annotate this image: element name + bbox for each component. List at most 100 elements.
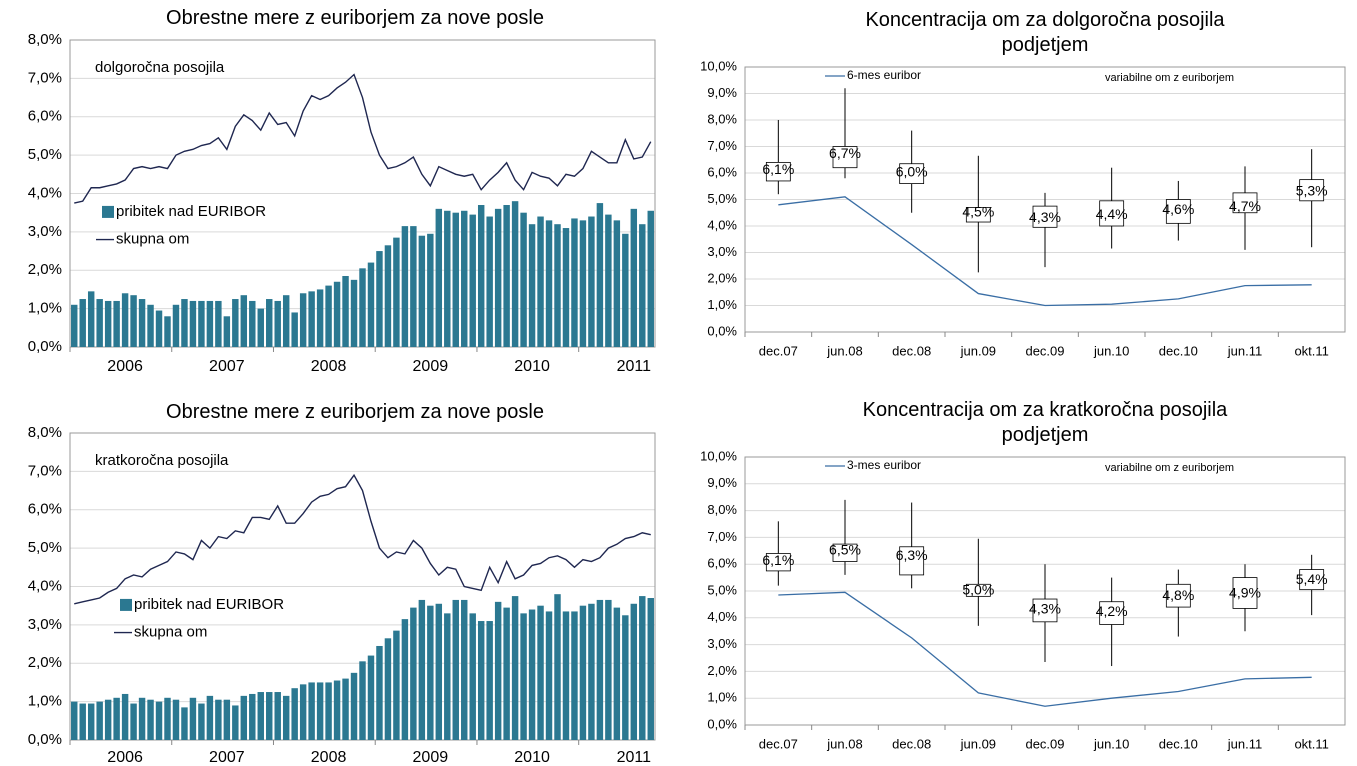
y-tick-label: 2,0% (28, 261, 62, 278)
x-tick-label: dec.09 (1025, 343, 1064, 358)
bar (147, 699, 154, 740)
bar (257, 692, 264, 740)
annotation: dolgoročna posojila (95, 59, 225, 76)
bar (206, 695, 214, 740)
value-label: 4,7% (1229, 198, 1261, 214)
x-tick-label: jun.10 (1093, 343, 1129, 358)
x-tick-label: jun.10 (1093, 736, 1129, 751)
box (965, 583, 991, 597)
bar (639, 224, 646, 347)
value-label: 4,4% (1096, 206, 1128, 222)
bar (605, 599, 612, 740)
y-tick-label: 4,0% (28, 577, 62, 594)
y-tick-label: 0,0% (28, 731, 62, 748)
bar (299, 684, 307, 740)
bar (461, 599, 468, 740)
bar (240, 695, 248, 740)
bar (427, 233, 434, 347)
box (1099, 200, 1125, 227)
y-tick-label: 3,0% (28, 616, 62, 633)
bar (333, 281, 341, 347)
x-tick-label: 2006 (107, 358, 143, 375)
bar (367, 655, 375, 740)
x-tick-label: 2009 (413, 749, 449, 766)
box (1232, 577, 1258, 609)
value-label: 5,0% (962, 582, 994, 598)
y-tick-label: 3,0% (707, 636, 737, 651)
bar (469, 613, 476, 740)
bar (647, 598, 654, 740)
bar (223, 699, 231, 740)
y-tick-label: 2,0% (707, 663, 737, 678)
bar (511, 201, 519, 347)
box (1099, 601, 1125, 625)
bar (596, 599, 604, 740)
box (899, 546, 925, 576)
bar (274, 300, 281, 347)
annotation: variabilne om z euriborjem (1105, 72, 1234, 84)
x-tick-label: 2008 (311, 358, 347, 375)
box (832, 146, 858, 169)
y-tick-label: 6,0% (28, 501, 62, 518)
bar (503, 205, 510, 347)
bar (622, 233, 629, 347)
bar (350, 672, 358, 740)
box (832, 543, 858, 562)
x-tick-label: dec.10 (1159, 343, 1198, 358)
bar (308, 682, 315, 740)
bar (503, 607, 510, 740)
bar (138, 299, 146, 347)
bar (104, 300, 112, 347)
bar (528, 224, 536, 347)
x-tick-label: dec.08 (892, 343, 931, 358)
bar (571, 611, 578, 740)
bar (299, 293, 307, 347)
bar (452, 212, 459, 347)
bar (486, 216, 493, 347)
chart-title: Koncentracija om za kratkoročna posojila… (862, 399, 1228, 446)
bar (121, 693, 129, 740)
y-tick-label: 5,0% (28, 146, 62, 163)
bar (96, 299, 103, 347)
bar (537, 605, 544, 740)
bar (444, 613, 451, 740)
legend-swatch (120, 598, 132, 611)
legend-label: 3-mes euribor (847, 458, 921, 472)
bar (393, 237, 400, 347)
bar (384, 245, 392, 347)
bar (342, 678, 349, 740)
bar (87, 291, 95, 347)
bar (477, 621, 485, 740)
y-tick-label: 1,0% (707, 690, 737, 705)
bar (206, 300, 214, 347)
bar (249, 300, 256, 347)
y-tick-label: 9,0% (707, 475, 737, 490)
bar (104, 699, 112, 740)
bar (579, 220, 587, 347)
y-tick-label: 4,0% (28, 184, 62, 201)
y-tick-label: 3,0% (28, 223, 62, 240)
bar (121, 293, 129, 347)
legend-label: 6-mes euribor (847, 68, 921, 82)
y-tick-label: 1,0% (707, 297, 737, 312)
bar (71, 304, 78, 347)
value-label: 6,7% (829, 145, 861, 161)
x-tick-label: dec.07 (759, 736, 798, 751)
box (1299, 179, 1325, 202)
box (1165, 199, 1191, 224)
bar (571, 218, 578, 347)
annotation: kratkoročna posojila (95, 452, 229, 469)
bar (384, 638, 392, 740)
value-label: 5,3% (1296, 182, 1328, 198)
bar (240, 295, 248, 347)
bar (537, 216, 544, 347)
bar (367, 262, 375, 347)
y-tick-label: 2,0% (28, 654, 62, 671)
x-tick-label: jun.11 (1227, 736, 1262, 751)
bar (274, 692, 281, 740)
bar (333, 680, 341, 740)
bar (410, 607, 417, 740)
bar (113, 697, 120, 740)
x-tick-label: 2011 (617, 749, 652, 766)
